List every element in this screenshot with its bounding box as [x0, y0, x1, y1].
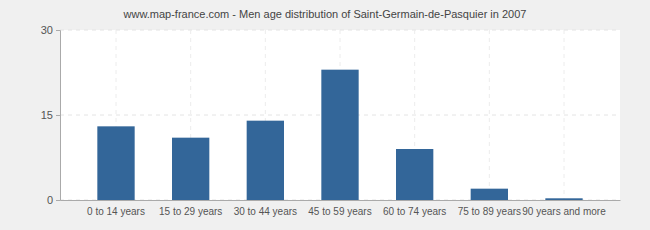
x-tick-label: 60 to 74 years — [383, 206, 446, 217]
x-tick: 75 to 89 years — [458, 200, 521, 217]
bar — [172, 138, 209, 200]
bar — [396, 149, 433, 200]
y-axis: 0 15 30 — [41, 24, 61, 206]
x-tick: 15 to 29 years — [159, 200, 222, 217]
x-tick-label: 90 years and more — [522, 206, 606, 217]
y-tick: 0 — [47, 194, 60, 206]
plot-area — [60, 30, 620, 200]
y-tick-mark — [56, 200, 60, 201]
y-tick: 15 — [41, 109, 60, 121]
x-tick-label: 75 to 89 years — [458, 206, 521, 217]
plot: 0 15 30 0 to 14 years 15 to 29 years 30 to 44… — [41, 24, 621, 217]
bar — [247, 121, 284, 200]
y-tick-mark — [56, 115, 60, 116]
bar — [545, 198, 582, 200]
y-tick: 30 — [41, 24, 60, 36]
x-tick-label: 15 to 29 years — [159, 206, 222, 217]
bar — [471, 189, 508, 200]
y-tick-label: 15 — [41, 109, 53, 121]
chart: www.map-france.com - Men age distributio… — [0, 0, 650, 230]
y-tick-mark — [56, 30, 60, 31]
x-tick: 30 to 44 years — [234, 200, 297, 217]
x-tick: 90 years and more — [522, 200, 606, 217]
title: www.map-france.com - Men age distributio… — [123, 8, 527, 20]
y-tick-label: 0 — [47, 194, 53, 206]
y-tick-label: 30 — [41, 24, 53, 36]
grid-vertical — [116, 30, 564, 200]
x-tick-label: 45 to 59 years — [308, 206, 371, 217]
bar — [321, 70, 358, 200]
x-tick: 60 to 74 years — [383, 200, 446, 217]
background — [0, 0, 650, 230]
x-tick-label: 0 to 14 years — [87, 206, 145, 217]
bars — [97, 70, 582, 200]
grid — [60, 30, 620, 200]
grid-line-vertical — [489, 30, 490, 200]
x-axis: 0 to 14 years 15 to 29 years 30 to 44 year… — [61, 200, 621, 217]
bar — [97, 126, 134, 200]
grid-line-vertical — [564, 30, 565, 200]
x-axis-line — [61, 200, 621, 201]
x-tick: 0 to 14 years — [87, 200, 145, 217]
x-tick-label: 30 to 44 years — [234, 206, 297, 217]
y-axis-line — [56, 31, 61, 201]
x-tick: 45 to 59 years — [308, 200, 371, 217]
